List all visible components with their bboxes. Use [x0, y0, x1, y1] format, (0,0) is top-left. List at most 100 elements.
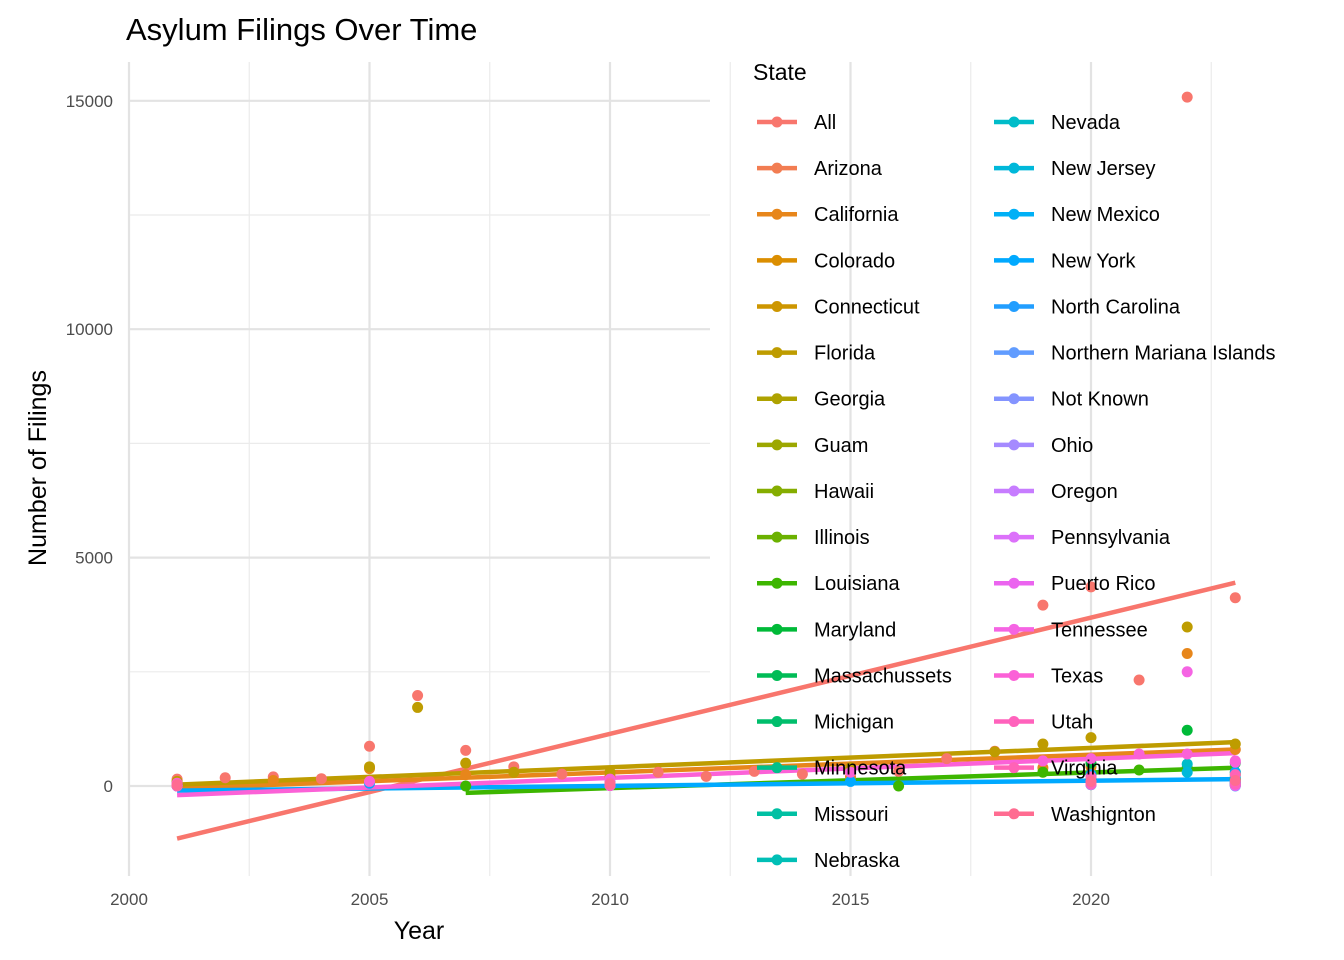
data-point	[1037, 755, 1049, 767]
data-point	[1037, 738, 1049, 750]
data-point	[1229, 592, 1241, 604]
data-point	[556, 768, 568, 780]
legend-label: Washignton	[1051, 804, 1156, 826]
legend-entry: Hawaii	[757, 481, 874, 503]
legend-entry: Minnesota	[757, 758, 907, 780]
data-point	[893, 765, 905, 777]
legend-entry: Pennsylvania	[994, 527, 1171, 549]
legend-label: Colorado	[814, 250, 895, 272]
data-point	[1229, 738, 1241, 750]
legend-label: Ohio	[1051, 435, 1093, 457]
legend-key-point	[771, 854, 783, 866]
legend-key-point	[771, 347, 783, 359]
data-point	[412, 690, 424, 702]
y-axis-title: Number of Filings	[24, 370, 52, 566]
legend-key-point	[1008, 762, 1020, 774]
legend-key-point	[771, 162, 783, 174]
data-point	[171, 779, 183, 791]
data-point	[267, 775, 279, 787]
legend-label: Illinois	[814, 527, 870, 549]
legend-label: Arizona	[814, 158, 883, 180]
data-point	[1181, 666, 1193, 678]
legend-entry: Florida	[757, 343, 876, 365]
legend-entry: Georgia	[757, 389, 886, 411]
legend-title: State	[753, 59, 807, 85]
data-point	[364, 775, 375, 787]
data-point	[219, 772, 231, 784]
legend-key-point	[1008, 116, 1020, 128]
legend-label: Michigan	[814, 712, 894, 734]
data-point	[652, 766, 664, 778]
legend-entry: Massachussets	[757, 665, 952, 687]
legend-key-point	[1008, 716, 1020, 728]
legend-label: Louisiana	[814, 573, 901, 595]
data-point	[315, 773, 327, 785]
legend-entry: Arizona	[757, 158, 883, 180]
data-point	[1133, 674, 1145, 686]
data-point	[460, 769, 472, 781]
data-point	[1133, 748, 1145, 760]
legend-key-point	[771, 716, 783, 728]
legend-label: New Mexico	[1051, 204, 1160, 226]
legend-key-point	[771, 208, 783, 220]
legend-label: North Carolina	[1051, 296, 1181, 318]
grid	[127, 62, 1212, 876]
legend-entry: Puerto Rico	[994, 573, 1156, 595]
data-point	[460, 780, 472, 792]
legend-entry: Tennessee	[994, 619, 1148, 641]
data-point	[364, 761, 375, 773]
data-point	[1085, 775, 1097, 787]
x-axis-title: Year	[394, 917, 445, 945]
tick-labels: 2000 2005 2010 2015 2020 0 5000 10000 15000	[66, 92, 1110, 909]
data-point	[1181, 724, 1193, 736]
data-point	[1085, 732, 1097, 744]
legend-entry: New York	[994, 250, 1136, 272]
legend-entry: North Carolina	[994, 296, 1181, 318]
data-point	[1229, 755, 1241, 767]
legend-key-point	[771, 669, 783, 681]
legend-entry: Michigan	[757, 712, 894, 734]
legend-entry: Nebraska	[757, 850, 900, 872]
legend-entry: Northern Mariana Islands	[994, 343, 1276, 365]
legend-label: New York	[1051, 250, 1136, 272]
legend-key-point	[771, 439, 783, 451]
legend-key-point	[1008, 300, 1020, 312]
trend-line	[177, 747, 1236, 791]
legend-label: Minnesota	[814, 758, 907, 780]
x-tick-label: 2000	[110, 890, 148, 909]
legend: All Arizona California Colorado Connecticut F…	[757, 112, 1276, 872]
legend-label: Nebraska	[814, 850, 900, 872]
legend-key-point	[771, 808, 783, 820]
legend-label: Oregon	[1051, 481, 1118, 503]
legend-label: Not Known	[1051, 389, 1149, 411]
trend-line	[176, 580, 1236, 841]
legend-entry: Louisiana	[757, 573, 901, 595]
legend-label: Hawaii	[814, 481, 874, 503]
legend-entry: Connecticut	[757, 296, 920, 318]
data-points	[171, 91, 1241, 792]
legend-entry: Maryland	[757, 619, 896, 641]
trend-lines	[176, 580, 1236, 841]
legend-label: Virginia	[1051, 758, 1118, 780]
x-tick-label: 2020	[1072, 890, 1110, 909]
legend-entry: Missouri	[757, 804, 888, 826]
legend-label: Georgia	[814, 389, 886, 411]
legend-key-point	[771, 531, 783, 543]
data-point	[604, 778, 616, 790]
data-point	[1085, 581, 1097, 593]
legend-key-point	[1008, 531, 1020, 543]
data-point	[412, 701, 424, 713]
legend-entry: Washignton	[994, 804, 1156, 826]
legend-label: Connecticut	[814, 296, 920, 318]
legend-entry: New Mexico	[994, 204, 1160, 226]
data-point	[364, 740, 375, 752]
data-point	[1181, 648, 1193, 660]
data-point	[1181, 91, 1193, 103]
legend-entry: All	[757, 112, 836, 134]
data-point	[1085, 753, 1097, 765]
legend-label: Northern Mariana Islands	[1051, 343, 1276, 365]
x-tick-label: 2005	[351, 890, 389, 909]
data-point	[1181, 748, 1193, 760]
y-tick-label: 0	[104, 777, 113, 796]
